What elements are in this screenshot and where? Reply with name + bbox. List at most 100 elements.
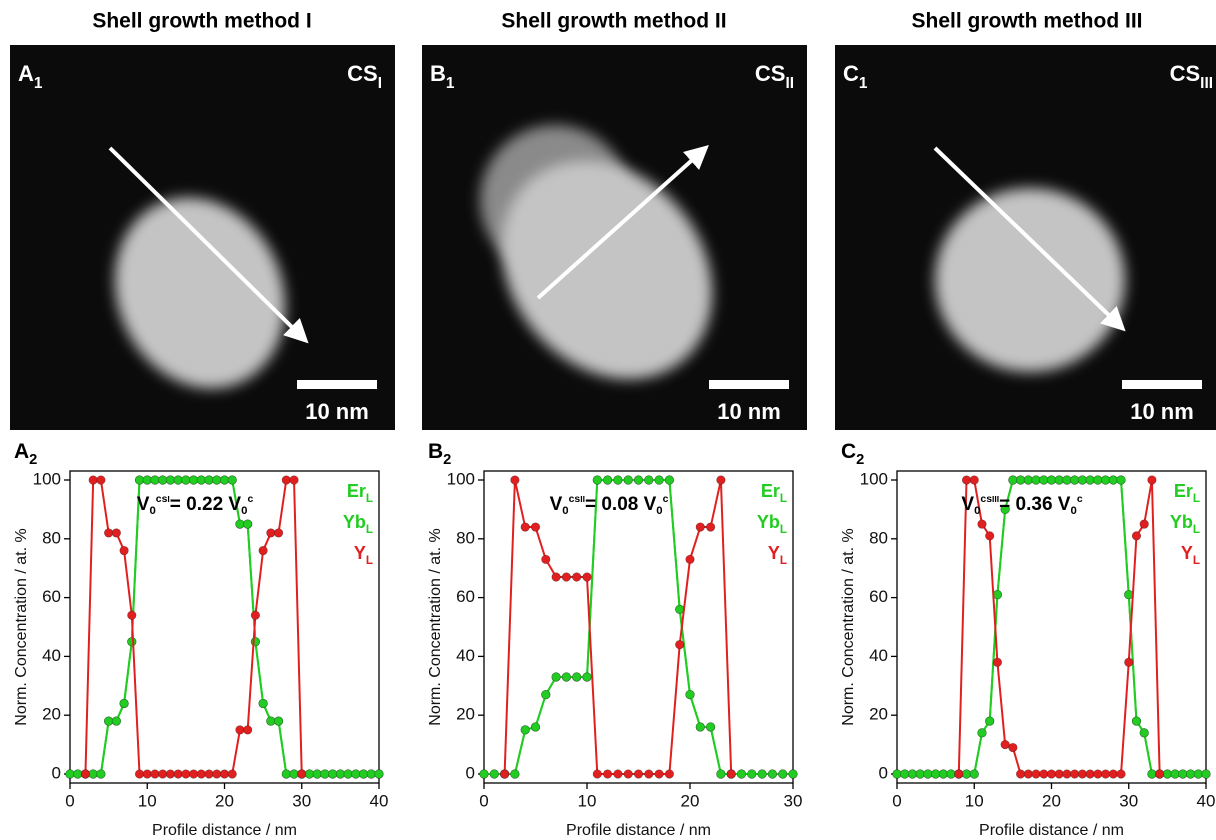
data-point <box>251 611 260 620</box>
data-point <box>603 770 612 779</box>
data-point <box>939 770 948 779</box>
data-point <box>128 611 137 620</box>
y-tick-label: 0 <box>879 763 888 782</box>
legend-entry: ErL <box>761 481 787 505</box>
image-tag-part: CS <box>1170 61 1201 86</box>
data-point <box>985 717 994 726</box>
image-label-part: B <box>430 61 446 86</box>
image-label-part: C <box>843 61 859 86</box>
legend-entry-part: Yb <box>1170 512 1193 532</box>
legend-entry-part: Y <box>354 543 366 563</box>
image-label-part: 1 <box>34 75 43 92</box>
data-point <box>120 546 129 555</box>
series-line <box>959 480 1160 774</box>
data-point <box>955 770 964 779</box>
y-tick-label: 0 <box>466 763 475 782</box>
y-tick-label: 20 <box>42 705 61 724</box>
legend-entry-part: Er <box>1174 481 1193 501</box>
data-point <box>151 770 160 779</box>
image-tag-part: III <box>1200 75 1213 92</box>
image-tag-part: CS <box>347 61 378 86</box>
data-point <box>1009 743 1018 752</box>
y-tick-label: 100 <box>860 469 888 488</box>
data-point <box>1117 770 1126 779</box>
data-point <box>665 476 674 485</box>
data-point <box>1055 476 1064 485</box>
legend-entry: YL <box>1181 543 1200 567</box>
data-point <box>542 555 551 564</box>
legend-entry-part: L <box>780 492 787 505</box>
x-tick-label: 40 <box>1197 791 1216 810</box>
data-point <box>259 699 268 708</box>
y-tick-label: 100 <box>33 469 61 488</box>
data-point <box>696 523 705 532</box>
legend-entry: YL <box>768 543 787 567</box>
data-point <box>1016 476 1025 485</box>
panel-label-part: C <box>841 440 856 463</box>
data-point <box>375 770 384 779</box>
y-tick-label: 20 <box>456 705 475 724</box>
series-line <box>70 480 379 774</box>
data-point <box>572 573 581 582</box>
data-point <box>634 476 643 485</box>
data-point <box>1109 476 1118 485</box>
annotation-part: = 0.36 V <box>999 494 1071 515</box>
data-point <box>531 523 540 532</box>
panel-title: Shell growth method III <box>912 10 1143 33</box>
data-point <box>924 770 933 779</box>
scale-bar-label: 10 nm <box>1130 399 1194 424</box>
data-point <box>104 717 113 726</box>
scale-bar-label: 10 nm <box>717 399 781 424</box>
data-point <box>1086 476 1095 485</box>
data-point <box>1047 476 1056 485</box>
annotation-part: cs <box>156 494 168 505</box>
data-point <box>174 476 183 485</box>
data-point <box>562 573 571 582</box>
panel-label: A2 <box>14 440 37 468</box>
data-point <box>717 476 726 485</box>
legend-entry-part: Er <box>761 481 780 501</box>
data-point <box>1148 476 1157 485</box>
data-point <box>993 658 1002 667</box>
panel-label: B2 <box>428 440 451 468</box>
data-point <box>158 476 167 485</box>
data-point <box>665 770 674 779</box>
x-tick-label: 30 <box>1119 791 1138 810</box>
panel-label: C2 <box>841 440 864 468</box>
data-point <box>1124 658 1133 667</box>
data-point <box>81 770 90 779</box>
data-point <box>634 770 643 779</box>
data-point <box>1016 770 1025 779</box>
x-tick-label: 20 <box>681 791 700 810</box>
data-point <box>1094 476 1103 485</box>
data-point <box>367 770 376 779</box>
data-point <box>1202 770 1211 779</box>
x-tick-label: 10 <box>138 791 157 810</box>
data-point <box>89 770 98 779</box>
data-point <box>978 729 987 738</box>
data-point <box>212 770 221 779</box>
x-tick-label: 0 <box>65 791 74 810</box>
legend-entry-part: L <box>366 492 373 505</box>
legend-entry: ErL <box>1174 481 1200 505</box>
x-axis-label: Profile distance / nm <box>979 822 1124 839</box>
x-tick-label: 0 <box>479 791 488 810</box>
data-point <box>282 476 291 485</box>
data-point <box>1039 476 1048 485</box>
plot-frame <box>70 471 379 783</box>
data-point <box>1032 770 1041 779</box>
data-point <box>182 476 191 485</box>
data-point <box>359 770 368 779</box>
data-point <box>572 673 581 682</box>
data-point <box>97 476 106 485</box>
data-point <box>112 529 121 538</box>
annotation-part: = 0.08 V <box>585 494 657 515</box>
data-point <box>212 476 221 485</box>
data-point <box>73 770 82 779</box>
data-point <box>717 770 726 779</box>
data-point <box>1140 520 1149 529</box>
data-point <box>916 770 925 779</box>
series-line <box>70 480 379 774</box>
annotation-part: 0 <box>241 505 247 517</box>
annotation-part: 0 <box>562 505 568 517</box>
